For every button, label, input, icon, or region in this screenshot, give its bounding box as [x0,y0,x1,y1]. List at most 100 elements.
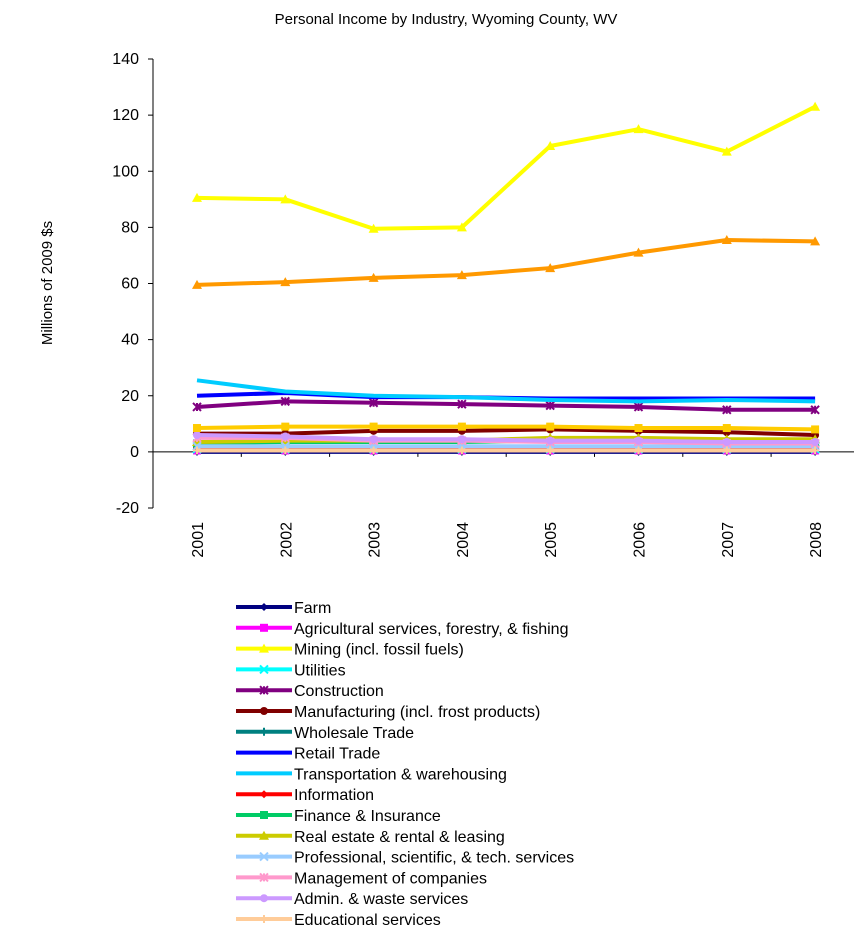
legend-label: Transportation & warehousing [294,766,507,783]
data-point [546,422,555,431]
series-17 [193,422,820,434]
data-point [721,235,732,245]
y-tick-label: 100 [112,163,139,180]
y-tick-label: 60 [121,276,139,293]
series-line [196,378,816,404]
data-point [457,399,467,409]
data-point [280,396,291,407]
x-tick-label: 2005 [543,522,560,558]
data-point [192,192,202,202]
data-point [259,664,269,675]
data-point [546,446,555,455]
data-point [260,623,268,632]
series-16 [192,235,821,289]
y-tick-label: 120 [112,107,139,124]
data-point [811,446,820,455]
data-point [260,603,268,611]
data-point [369,422,378,431]
data-point [457,446,466,455]
y-tick-label: -20 [116,500,139,517]
legend-item: Admin. & waste services [236,891,468,908]
data-point [259,830,269,840]
y-tick-label: 140 [112,51,139,68]
legend-label: Information [294,787,374,804]
legend-item: Transportation & warehousing [236,766,507,783]
data-point [280,194,291,204]
series-line [196,104,817,231]
legend-item: Professional, scientific, & tech. servic… [236,850,574,867]
data-point [281,422,290,431]
series-line [197,427,816,438]
x-tick-label: 2004 [455,522,472,558]
data-point [259,643,269,653]
data-point [634,446,643,455]
y-tick-label: 0 [130,444,139,461]
series-line [196,424,816,432]
data-point [633,247,644,257]
data-point [260,707,268,715]
legend-label: Construction [294,683,384,700]
legend-label: Farm [294,600,331,617]
data-point [368,223,379,233]
legend-label: Educational services [294,912,441,929]
series-15 [193,446,820,455]
legend-item: Manufacturing (incl. frost products) [236,704,540,721]
legend-label: Mining (incl. fossil fuels) [294,642,464,659]
data-point [193,424,201,433]
legend-label: Agricultural services, forestry, & fishi… [294,621,568,638]
legend-item: Utilities [236,662,346,679]
legend: Farm Agricultural services, forestry, & f… [236,600,574,929]
x-tick-label: 2006 [632,522,649,558]
y-tick-label: 80 [121,219,139,236]
x-tick-label: 2001 [190,522,207,558]
legend-item: Management of companies [236,870,487,887]
legend-label: Real estate & rental & leasing [294,829,505,846]
data-point [545,140,556,150]
legend-label: Utilities [294,662,346,679]
legend-item: Wholesale Trade [236,725,414,742]
data-point [259,685,269,695]
data-point [368,272,379,282]
data-point [722,446,731,455]
legend-label: Admin. & waste services [294,891,468,908]
data-point [281,432,290,441]
data-point [810,405,820,415]
legend-item: Retail Trade [236,746,380,763]
data-point [811,425,820,434]
data-point [634,436,643,445]
series-4 [192,396,820,415]
data-point [259,851,269,862]
data-point [545,400,555,411]
legend-label: Retail Trade [294,746,380,763]
series-line [196,238,816,287]
legend-item: Educational services [236,912,441,929]
data-point [722,405,732,415]
x-tick-label: 2007 [720,522,737,558]
data-point [369,435,378,444]
data-point [721,146,732,156]
y-axis-label: Millions of 2009 $s [39,221,56,345]
legend-item: Real estate & rental & leasing [236,829,505,846]
legend-label: Manufacturing (incl. frost products) [294,704,540,721]
data-point [260,894,268,903]
legend-item: Farm [236,600,331,617]
data-point [457,422,466,431]
series-line [196,399,816,412]
data-point [260,727,268,736]
data-point [260,790,268,799]
y-tick-label: 40 [121,332,139,349]
data-point [192,402,202,412]
data-point [280,277,291,287]
x-tick-label: 2003 [367,522,384,558]
legend-label: Finance & Insurance [294,808,441,825]
legend-label: Professional, scientific, & tech. servic… [294,850,574,867]
series-line [196,433,816,445]
data-point [811,438,820,447]
series-14 [193,431,820,447]
data-point [281,446,290,455]
legend-item: Agricultural services, forestry, & fishi… [236,621,568,638]
x-tick-label: 2002 [278,522,295,558]
data-point [457,435,466,444]
data-point [193,446,201,455]
